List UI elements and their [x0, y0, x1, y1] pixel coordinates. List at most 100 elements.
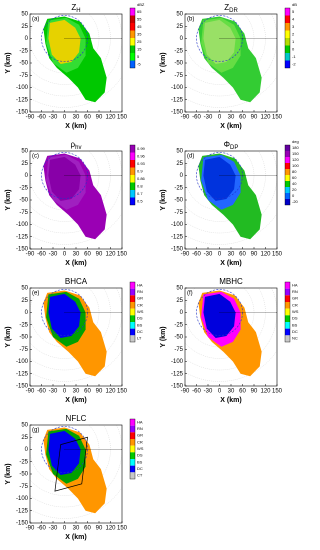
y-tick-label: -75	[174, 210, 183, 216]
colorbar-label: 0	[292, 46, 295, 51]
x-tick-label: -60	[192, 115, 201, 121]
colorbar-frame	[129, 7, 136, 69]
y-tick-label: -125	[16, 97, 29, 103]
colorbar-cell	[285, 288, 290, 296]
colorbar-cell	[130, 328, 135, 336]
y-tick-label: -75	[19, 347, 28, 353]
colorbar-cell	[285, 282, 290, 289]
colorbar-cell	[130, 145, 135, 153]
colorbar-cell	[130, 335, 135, 342]
x-tick-label: 60	[84, 115, 91, 121]
colorbar-label: NC	[292, 336, 298, 341]
y-tick-label: -100	[171, 222, 184, 228]
title-main: Z	[224, 3, 229, 12]
y-tick-label: -50	[19, 198, 28, 204]
colorbar-cell	[285, 38, 290, 46]
y-tick-label: 50	[176, 12, 183, 18]
colorbar-frame	[284, 7, 291, 69]
x-tick-label: -90	[26, 526, 35, 532]
colorbar-label: WS	[137, 446, 144, 451]
y-tick-label: -100	[171, 85, 184, 91]
colorbar-label: RN	[137, 289, 143, 294]
colorbar-label: 0.93	[137, 161, 146, 166]
y-tick-label: 0	[25, 36, 29, 42]
y-tick-label: 50	[21, 286, 28, 292]
colorbar-label: DC	[292, 329, 298, 334]
title-sub: DP	[230, 145, 238, 151]
x-tick-label: 60	[239, 115, 246, 121]
colorbar-cell	[130, 472, 135, 479]
colorbar-cell	[285, 315, 290, 322]
y-tick-label: -25	[174, 322, 183, 328]
y-tick-label: -100	[16, 359, 29, 365]
y-axis-label: Y (km)	[5, 326, 12, 347]
y-tick-label: -150	[171, 247, 184, 253]
y-tick-label: -150	[16, 521, 29, 527]
panel-title: MBHC	[219, 277, 243, 286]
panel-label: (f)	[187, 291, 193, 297]
y-tick-label: -150	[16, 384, 29, 390]
x-tick-label: 60	[84, 389, 91, 395]
colorbar-frame	[284, 281, 291, 343]
colorbar-cell	[285, 163, 290, 169]
x-tick-label: 150	[117, 389, 128, 395]
colorbar-cell	[130, 295, 135, 302]
colorbar-label: 1	[292, 39, 295, 44]
colorbar-cell	[130, 315, 135, 322]
y-axis-label: Y (km)	[160, 52, 167, 73]
colorbar-cell	[130, 23, 135, 31]
y-tick-label: 25	[21, 24, 28, 30]
y-tick-label: 0	[25, 310, 29, 316]
y-tick-label: 0	[25, 447, 29, 453]
x-tick-label: 90	[251, 389, 258, 395]
colorbar-label: DC	[137, 329, 143, 334]
colorbar-label: 0.96	[137, 153, 146, 158]
colorbar-cell	[130, 322, 135, 329]
colorbar-label: CR	[292, 302, 298, 307]
colorbar-cell	[285, 302, 290, 309]
range-ring	[30, 350, 122, 382]
colorbar-label: HA	[292, 282, 298, 287]
colorbar-label: 150	[292, 151, 299, 156]
colorbar-label: 0	[292, 193, 295, 198]
x-tick-label: -30	[204, 389, 213, 395]
colorbar-cell	[130, 445, 135, 453]
range-ring	[185, 288, 277, 371]
x-tick-label: 30	[73, 389, 80, 395]
colorbar-cell	[130, 302, 135, 309]
x-tick-label: 90	[96, 115, 103, 121]
colorbar-label: HA	[137, 282, 143, 287]
x-tick-label: 60	[239, 389, 246, 395]
colorbar-label: CT	[137, 473, 143, 478]
panel: -90 -60 -30 0 30 60 90 120 150-150-125-100-75-50…	[160, 277, 299, 404]
colorbar-cell	[130, 452, 135, 459]
panel: -90 -60 -30 0 30 60 90 120 150-150-125-100-75-50…	[160, 139, 300, 267]
colorbar-label: DC	[137, 466, 143, 471]
y-tick-label: -25	[19, 322, 28, 328]
y-tick-label: -150	[171, 384, 184, 390]
x-tick-label: -60	[37, 115, 46, 121]
x-tick-label: -30	[49, 526, 58, 532]
panel-title: ΦDP	[224, 140, 239, 150]
colorbar-cell	[130, 30, 135, 38]
y-tick-label: -125	[171, 97, 184, 103]
colorbar-cell	[130, 53, 135, 61]
y-axis-label: Y (km)	[5, 52, 12, 73]
colorbar-cell	[285, 193, 290, 199]
y-tick-label: 50	[21, 423, 28, 429]
range-ring	[185, 213, 277, 245]
y-tick-label: 50	[176, 286, 183, 292]
range-ring	[30, 76, 122, 108]
y-tick-label: -100	[16, 85, 29, 91]
y-tick-label: -150	[16, 247, 29, 253]
x-tick-label: 120	[260, 115, 271, 121]
y-tick-label: -50	[174, 335, 183, 341]
colorbar-label: 15	[137, 46, 142, 51]
colorbar-label: 40	[292, 181, 297, 186]
panel: -90 -60 -30 0 30 60 90 120 150-150-125-100-75-50…	[5, 277, 144, 404]
x-tick-label: -30	[204, 252, 213, 258]
colorbar-cell	[130, 38, 135, 46]
echo-region	[203, 19, 236, 64]
y-tick-label: -125	[171, 234, 184, 240]
y-axis-label: Y (km)	[160, 326, 167, 347]
